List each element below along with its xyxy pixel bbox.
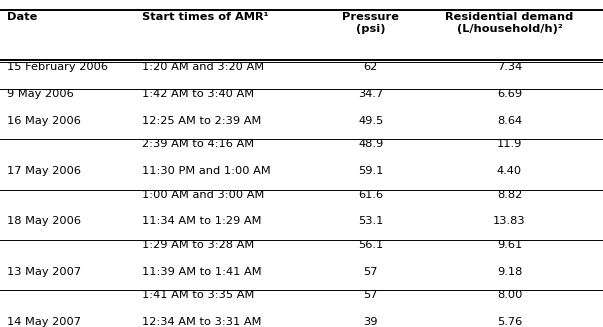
Text: 39: 39 bbox=[364, 317, 378, 327]
Text: 17 May 2006: 17 May 2006 bbox=[7, 166, 81, 176]
Text: 6.69: 6.69 bbox=[497, 89, 522, 99]
Text: Pressure
(psi): Pressure (psi) bbox=[343, 12, 399, 34]
Text: 9.61: 9.61 bbox=[497, 240, 522, 250]
Text: 59.1: 59.1 bbox=[358, 166, 384, 176]
Text: 11:34 AM to 1:29 AM: 11:34 AM to 1:29 AM bbox=[142, 216, 261, 227]
Text: 13.83: 13.83 bbox=[493, 216, 526, 227]
Text: 7.34: 7.34 bbox=[497, 62, 522, 72]
Text: 9.18: 9.18 bbox=[497, 267, 522, 277]
Text: 14 May 2007: 14 May 2007 bbox=[7, 317, 81, 327]
Text: 12:34 AM to 3:31 AM: 12:34 AM to 3:31 AM bbox=[142, 317, 261, 327]
Text: 13 May 2007: 13 May 2007 bbox=[7, 267, 81, 277]
Text: 8.82: 8.82 bbox=[497, 190, 522, 200]
Text: 16 May 2006: 16 May 2006 bbox=[7, 116, 81, 126]
Text: Residential demand
(L/household/h)²: Residential demand (L/household/h)² bbox=[446, 12, 573, 34]
Text: 11:39 AM to 1:41 AM: 11:39 AM to 1:41 AM bbox=[142, 267, 261, 277]
Text: 34.7: 34.7 bbox=[358, 89, 384, 99]
Text: 1:29 AM to 3:28 AM: 1:29 AM to 3:28 AM bbox=[142, 240, 254, 250]
Text: 5.76: 5.76 bbox=[497, 317, 522, 327]
Text: 12:25 AM to 2:39 AM: 12:25 AM to 2:39 AM bbox=[142, 116, 261, 126]
Text: 4.40: 4.40 bbox=[497, 166, 522, 176]
Text: 8.00: 8.00 bbox=[497, 290, 522, 301]
Text: 11:30 PM and 1:00 AM: 11:30 PM and 1:00 AM bbox=[142, 166, 271, 176]
Text: 9 May 2006: 9 May 2006 bbox=[7, 89, 74, 99]
Text: 57: 57 bbox=[364, 290, 378, 301]
Text: 49.5: 49.5 bbox=[358, 116, 384, 126]
Text: 62: 62 bbox=[364, 62, 378, 72]
Text: 2:39 AM to 4:16 AM: 2:39 AM to 4:16 AM bbox=[142, 139, 254, 149]
Text: 8.64: 8.64 bbox=[497, 116, 522, 126]
Text: Date: Date bbox=[7, 12, 37, 23]
Text: 18 May 2006: 18 May 2006 bbox=[7, 216, 81, 227]
Text: 1:41 AM to 3:35 AM: 1:41 AM to 3:35 AM bbox=[142, 290, 254, 301]
Text: 1:42 AM to 3:40 AM: 1:42 AM to 3:40 AM bbox=[142, 89, 254, 99]
Text: 57: 57 bbox=[364, 267, 378, 277]
Text: 53.1: 53.1 bbox=[358, 216, 384, 227]
Text: 11.9: 11.9 bbox=[497, 139, 522, 149]
Text: 48.9: 48.9 bbox=[358, 139, 384, 149]
Text: 61.6: 61.6 bbox=[358, 190, 384, 200]
Text: 56.1: 56.1 bbox=[358, 240, 384, 250]
Text: 15 February 2006: 15 February 2006 bbox=[7, 62, 108, 72]
Text: 1:00 AM and 3:00 AM: 1:00 AM and 3:00 AM bbox=[142, 190, 264, 200]
Text: Start times of AMR¹: Start times of AMR¹ bbox=[142, 12, 268, 23]
Text: 1:20 AM and 3:20 AM: 1:20 AM and 3:20 AM bbox=[142, 62, 264, 72]
